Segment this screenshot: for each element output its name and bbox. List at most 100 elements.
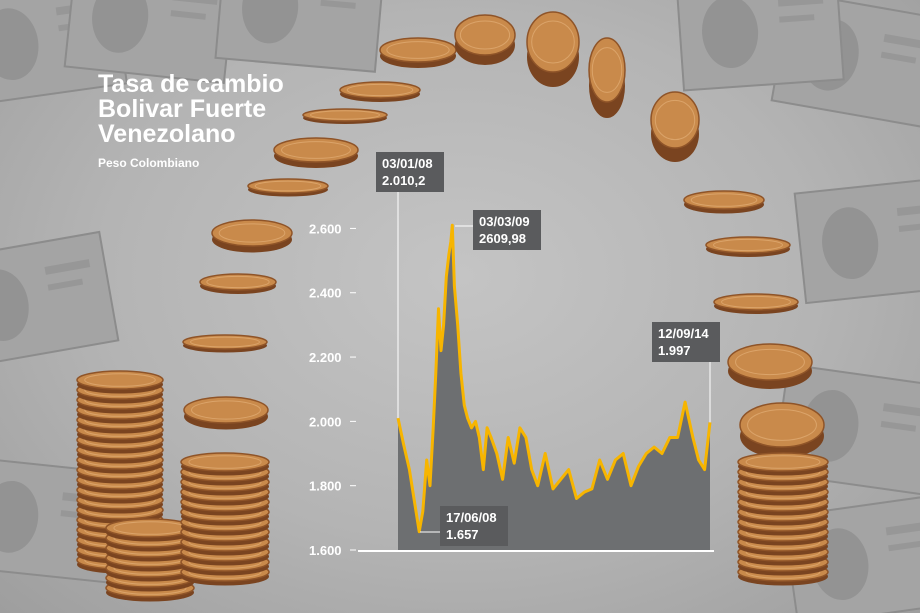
title-line-1: Tasa de cambio [98,70,284,98]
coin-rim [713,238,783,252]
coin-rim [745,455,821,469]
annotation-value: 2.010,2 [382,173,425,188]
coin-face [454,14,516,56]
annotation-date: 17/06/08 [446,510,497,525]
flying-coin [727,343,813,389]
banknote-portrait [822,207,879,280]
flying-coin [211,219,293,253]
coin-rim [190,336,260,348]
coin-face [211,219,293,247]
annotation-date: 03/03/09 [479,214,530,229]
banknote-portrait [0,8,39,81]
coin-rim [281,141,351,159]
coin-rim [654,99,696,141]
coin-rim [191,400,261,420]
annotation-box [473,210,541,250]
banknote-text [880,51,917,64]
flying-coin [683,190,765,214]
annotation-value: 1.997 [658,343,691,358]
y-tick-label: 2.200 [309,350,342,365]
banknote [675,0,845,92]
flying-coin [379,37,457,68]
banknote-text [777,0,824,7]
title-line-2: Bolivar Fuerte [98,95,267,123]
y-tick-label: 2.000 [309,414,342,429]
coin-rim [84,373,156,387]
banknote-text [883,33,920,50]
coin-stack-middle [180,452,270,476]
coin-face [739,402,825,448]
flying-coin [273,137,359,168]
coin-rim [591,47,623,93]
annotation-4: 12/09/14 1.997 [652,322,720,362]
area-series [398,225,710,550]
annotation-box [376,152,444,192]
chart-subtitle: Peso Colombiano [98,156,200,170]
banknote-text [47,278,84,291]
flying-coin [183,396,269,430]
banknote-paper [214,0,386,73]
banknote-text [779,14,815,23]
annotation-date: 03/01/08 [382,156,433,171]
banknote [214,0,386,73]
banknote-portrait [92,0,149,53]
coin-rim [721,295,791,309]
title-line-3: Venezolano [98,120,236,148]
banknote-text [44,259,91,275]
coin-face [588,37,626,103]
flying-coin [182,334,268,353]
coin-rim [386,41,450,59]
coin-face [183,396,269,424]
chart-title: Tasa de cambio Bolivar Fuerte Venezolano [98,72,338,147]
annotation-box [652,322,720,362]
coin-rim [459,20,511,50]
banknote-portrait [0,269,29,341]
flying-coin [526,11,580,87]
annotation-2: 03/03/09 2609,98 [473,210,541,250]
flying-coin [705,236,791,257]
flying-coin [588,37,626,118]
banknote-text [898,222,920,232]
flying-coin [739,402,825,458]
flying-coin [454,14,516,65]
coin-rim [735,348,805,376]
coin-face [727,343,813,381]
banknote-text [170,10,206,20]
banknote [793,175,920,305]
flying-coin [713,293,799,314]
coin-rim [254,180,322,192]
banknote-portrait [702,0,759,69]
flying-coin [339,81,421,102]
coin-rim [218,223,286,243]
coin-rim [188,455,262,469]
annotation-box [440,506,508,546]
flying-coin [650,91,700,162]
annotation-value: 1.657 [446,527,479,542]
annotation-3: 17/06/08 1.657 [440,506,508,546]
coin-stack-left [76,370,164,394]
banknote-text [882,403,920,418]
banknote [0,230,120,370]
flying-coin [199,273,277,294]
y-tick-label: 1.600 [309,543,342,558]
coin-face [650,91,700,149]
coin-face [526,11,580,73]
coin-rim [346,83,414,97]
line-series [396,223,712,534]
flying-coin [247,178,329,197]
banknote-text [172,0,218,5]
banknote-text [888,540,920,552]
coin-rim [310,110,380,120]
y-tick-label: 2.600 [309,221,342,236]
annotation-value: 2609,98 [479,231,526,246]
banknote-text [320,0,356,9]
coin-rim [531,20,575,64]
banknote-portrait [0,480,39,553]
annotation-1: 03/01/08 2.010,2 [376,152,444,192]
annotation-date: 12/09/14 [658,326,709,341]
banknote-text [880,420,917,432]
coin-face [273,137,359,163]
